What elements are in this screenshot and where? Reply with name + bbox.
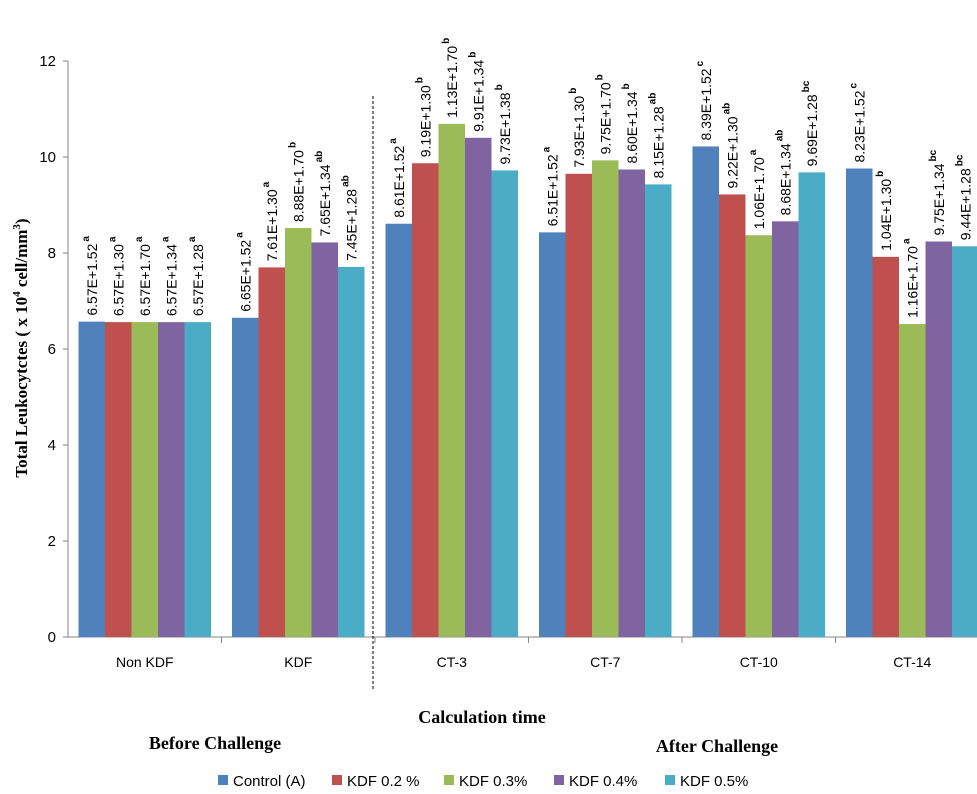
- x-tick-label: CT-14: [893, 654, 931, 670]
- data-label: 8.60E+1.34b: [621, 83, 640, 163]
- y-tick-label: 12: [39, 53, 56, 70]
- bar: [258, 267, 285, 637]
- y-tick-label: 10: [39, 149, 56, 166]
- legend-swatch: [444, 775, 454, 785]
- data-label: 1.16E+1.70a: [901, 238, 920, 318]
- x-axis-title: Calculation time: [418, 707, 546, 727]
- data-label: 6.57E+1.34a: [160, 236, 179, 316]
- legend-swatch: [554, 775, 564, 785]
- bar: [745, 235, 772, 638]
- bar: [465, 137, 492, 638]
- bar: [565, 173, 592, 638]
- data-label: 6.57E+1.30a: [107, 236, 126, 316]
- data-label: 6.65E+1.52a: [234, 232, 253, 312]
- bar: [184, 322, 211, 637]
- x-tick-label: CT-10: [740, 654, 778, 670]
- legend-swatch: [332, 775, 342, 785]
- data-label: 7.61E+1.30a: [261, 181, 280, 261]
- data-label: 1.04E+1.30b: [875, 171, 894, 251]
- data-label: 9.75E+1.34bc: [928, 149, 947, 235]
- bar: [592, 160, 619, 638]
- bar: [412, 163, 439, 638]
- bar: [105, 322, 132, 637]
- data-labels: 6.57E+1.52a 6.57E+1.30a 6.57E+1.70a 6.57E+1…: [81, 38, 974, 318]
- data-label: 9.44E+1.28bc: [954, 154, 973, 240]
- data-label: 1.13E+1.70b: [441, 38, 460, 118]
- bar: [311, 242, 338, 637]
- bars: [78, 123, 977, 638]
- data-label: 8.88E+1.70b: [287, 142, 306, 222]
- bar: [872, 256, 899, 637]
- data-label: 7.65E+1.34ab: [314, 151, 333, 237]
- x-tick-label: Non KDF: [116, 654, 174, 670]
- axes: 0 2 4 6 8 10 12 Non KDF KDF CT-3 CT-7 CT-10 CT-14: [39, 53, 977, 690]
- legend-label: KDF 0.4%: [569, 773, 637, 790]
- data-label: 1.06E+1.70a: [748, 149, 767, 229]
- legend-label: KDF 0.3%: [459, 773, 527, 790]
- bar: [618, 169, 645, 638]
- data-label: 9.91E+1.34b: [467, 52, 486, 132]
- bar: [232, 317, 259, 637]
- bar: [285, 228, 312, 638]
- data-label: 8.68E+1.34ab: [774, 130, 793, 216]
- bar: [385, 223, 412, 637]
- data-label: 8.23E+1.52c: [848, 83, 867, 163]
- data-label: 7.45E+1.28ab: [340, 175, 359, 261]
- bar: [438, 123, 465, 637]
- data-label: 9.69E+1.28bc: [801, 80, 820, 166]
- data-label: 6.57E+1.28a: [187, 236, 206, 316]
- x-tick-label: CT-7: [590, 654, 621, 670]
- x-tick-label: CT-3: [437, 654, 468, 670]
- bar: [491, 170, 518, 637]
- data-label: 9.19E+1.30b: [414, 77, 433, 157]
- bar: [338, 266, 365, 637]
- data-label: 9.75E+1.70b: [594, 74, 613, 154]
- bar: [645, 184, 672, 638]
- data-label: 7.93E+1.30b: [568, 88, 587, 168]
- bar: [952, 246, 977, 637]
- legend-label: KDF 0.2 %: [347, 773, 420, 790]
- legend: Control (A) KDF 0.2 % KDF 0.3% KDF 0.4% KDF …: [218, 773, 748, 790]
- data-label: 8.15E+1.28ab: [647, 93, 666, 179]
- legend-swatch: [665, 775, 675, 785]
- bar: [78, 321, 105, 637]
- bar: [158, 322, 185, 637]
- bar: [925, 241, 952, 638]
- bar: [899, 324, 926, 637]
- data-label: 6.57E+1.52a: [81, 236, 100, 316]
- data-label: 8.61E+1.52a: [388, 138, 407, 218]
- x-tick-label: KDF: [284, 654, 312, 670]
- bar: [692, 146, 719, 637]
- legend-label: Control (A): [233, 773, 306, 790]
- after-challenge-label: After Challenge: [656, 736, 778, 756]
- bar: [131, 322, 158, 637]
- data-label: 8.39E+1.52c: [695, 60, 714, 140]
- y-tick-label: 2: [48, 533, 56, 550]
- bar: [719, 194, 746, 637]
- bar: [846, 168, 873, 637]
- data-label: 9.73E+1.38b: [494, 84, 513, 164]
- y-tick-label: 8: [48, 245, 56, 262]
- y-tick-label: 6: [48, 341, 56, 358]
- bar: [539, 232, 566, 638]
- data-label: 9.22E+1.30ab: [721, 103, 740, 189]
- y-axis-title: Total Leukocytctes ( x 104 cell/mm3): [11, 218, 31, 477]
- data-label: 6.57E+1.70a: [134, 236, 153, 316]
- y-tick-label: 4: [48, 437, 56, 454]
- data-label: 6.51E+1.52a: [541, 146, 560, 226]
- legend-swatch: [218, 775, 228, 785]
- bar: [798, 172, 825, 638]
- bar: [772, 221, 799, 637]
- y-tick-label: 0: [48, 629, 56, 646]
- before-challenge-label: Before Challenge: [149, 733, 281, 753]
- legend-label: KDF 0.5%: [680, 773, 748, 790]
